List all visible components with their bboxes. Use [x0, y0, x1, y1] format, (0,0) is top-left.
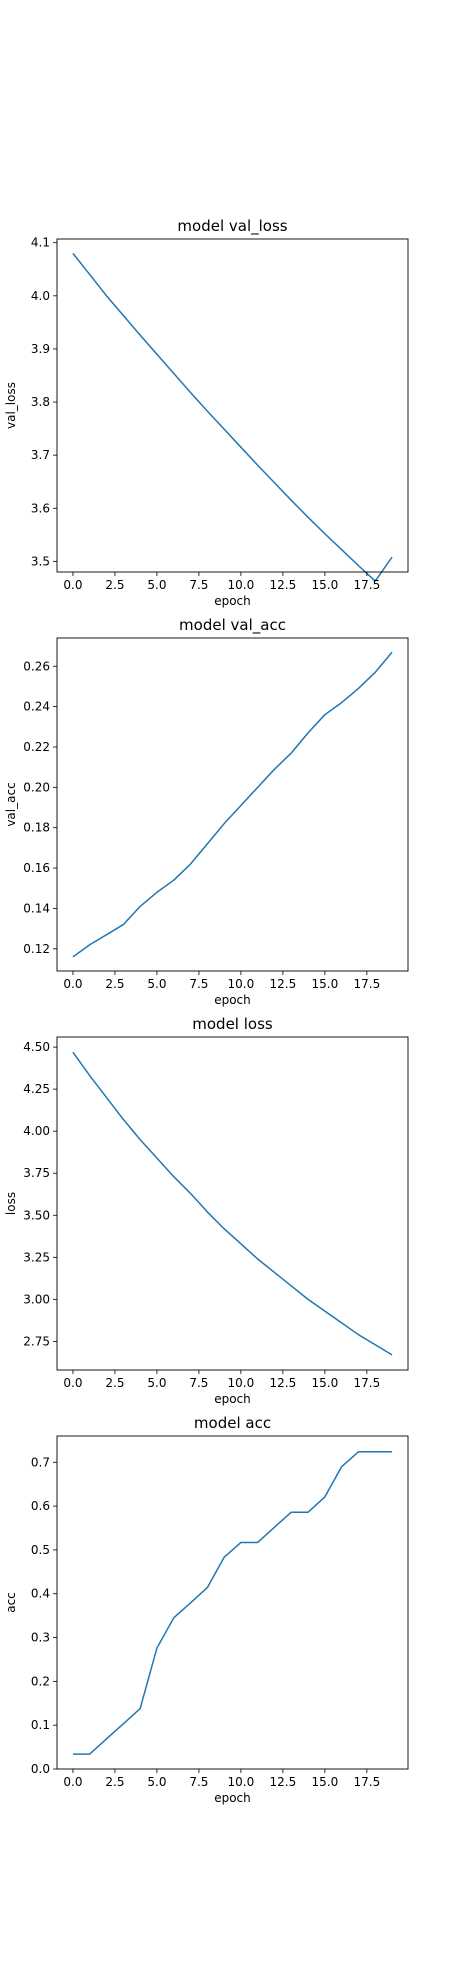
x-tick-label: 15.0 [312, 578, 339, 592]
x-axis-label: epoch [214, 993, 251, 1007]
y-axis-label: acc [4, 1592, 18, 1613]
y-tick-label: 0.0 [31, 1762, 50, 1776]
x-tick-label: 10.0 [228, 977, 255, 991]
x-tick-label: 5.0 [147, 977, 166, 991]
y-tick-label: 4.00 [23, 1124, 50, 1138]
x-axis-label: epoch [214, 594, 251, 608]
x-tick-label: 17.5 [353, 977, 380, 991]
series-line [72, 1051, 393, 1356]
x-tick-label: 15.0 [312, 1376, 339, 1390]
x-tick-label: 10.0 [228, 1376, 255, 1390]
x-tick-label: 7.5 [189, 977, 208, 991]
plot-frame [56, 1435, 409, 1770]
y-tick-label: 0.2 [31, 1674, 50, 1688]
x-tick-label: 15.0 [312, 1775, 339, 1789]
series-line [72, 1451, 393, 1755]
y-tick-label: 4.0 [31, 289, 50, 303]
y-tick-label: 0.6 [31, 1499, 50, 1513]
x-tick-label: 10.0 [228, 578, 255, 592]
y-tick-label: 0.3 [31, 1631, 50, 1645]
x-tick-label: 5.0 [147, 578, 166, 592]
x-tick-label: 2.5 [105, 578, 124, 592]
x-tick-label: 7.5 [189, 1376, 208, 1390]
x-tick-label: 0.0 [63, 977, 82, 991]
y-axis-label: loss [4, 1192, 18, 1215]
series-line [72, 252, 393, 582]
y-tick-label: 0.24 [23, 700, 50, 714]
x-axis-label: epoch [214, 1791, 251, 1805]
y-tick-label: 3.7 [31, 448, 50, 462]
x-tick-label: 0.0 [63, 1775, 82, 1789]
y-tick-label: 0.4 [31, 1587, 50, 1601]
x-tick-label: 17.5 [353, 1775, 380, 1789]
plot-frame [56, 238, 409, 573]
x-tick-label: 17.5 [353, 578, 380, 592]
plot-frame [56, 1036, 409, 1371]
chart-title: model acc [194, 1414, 271, 1432]
y-tick-label: 4.50 [23, 1040, 50, 1054]
y-tick-label: 2.75 [23, 1334, 50, 1348]
x-axis-label: epoch [214, 1392, 251, 1406]
y-tick-label: 0.7 [31, 1455, 50, 1469]
y-tick-label: 0.18 [23, 821, 50, 835]
chart-title: model val_acc [179, 616, 286, 635]
x-tick-label: 12.5 [270, 977, 297, 991]
x-tick-label: 12.5 [270, 1376, 297, 1390]
y-tick-label: 0.20 [23, 780, 50, 794]
y-tick-label: 3.50 [23, 1208, 50, 1222]
chart-title: model loss [192, 1015, 273, 1033]
y-tick-label: 3.00 [23, 1292, 50, 1306]
x-tick-label: 5.0 [147, 1775, 166, 1789]
y-tick-label: 0.12 [23, 942, 50, 956]
plot-frame [56, 637, 409, 972]
x-tick-label: 10.0 [228, 1775, 255, 1789]
x-tick-label: 15.0 [312, 977, 339, 991]
y-tick-label: 0.1 [31, 1718, 50, 1732]
y-tick-label: 0.16 [23, 861, 50, 875]
y-tick-label: 3.8 [31, 395, 50, 409]
x-tick-label: 17.5 [353, 1376, 380, 1390]
x-tick-label: 0.0 [63, 578, 82, 592]
chart-title: model val_loss [177, 217, 287, 236]
y-tick-label: 4.1 [31, 236, 50, 250]
y-tick-label: 3.25 [23, 1250, 50, 1264]
x-tick-label: 2.5 [105, 1376, 124, 1390]
x-tick-label: 5.0 [147, 1376, 166, 1390]
series-line [72, 651, 393, 958]
subplot-1: model val_loss 0.0 2.5 5.0 7.5 10.0 12.5 15.0 17… [4, 217, 409, 608]
y-tick-label: 3.6 [31, 501, 50, 515]
x-tick-label: 12.5 [270, 1775, 297, 1789]
subplot-3: model loss 0.0 2.5 5.0 7.5 10.0 12.5 15.0 17.5 2.… [4, 1015, 409, 1406]
y-tick-label: 3.75 [23, 1166, 50, 1180]
y-tick-label: 4.25 [23, 1082, 50, 1096]
y-tick-label: 3.5 [31, 554, 50, 568]
x-tick-label: 0.0 [63, 1376, 82, 1390]
x-tick-label: 12.5 [270, 578, 297, 592]
y-axis-label: val_loss [4, 382, 18, 429]
y-axis-label: val_acc [4, 782, 18, 826]
y-tick-label: 0.26 [23, 659, 50, 673]
y-tick-label: 0.5 [31, 1543, 50, 1557]
y-tick-label: 0.14 [23, 901, 50, 915]
x-tick-label: 2.5 [105, 977, 124, 991]
subplot-4: model acc 0.0 2.5 5.0 7.5 10.0 12.5 15.0 17.5 0.0… [4, 1414, 409, 1805]
x-tick-label: 7.5 [189, 578, 208, 592]
x-tick-label: 7.5 [189, 1775, 208, 1789]
y-tick-label: 0.22 [23, 740, 50, 754]
x-tick-label: 2.5 [105, 1775, 124, 1789]
subplot-2: model val_acc 0.0 2.5 5.0 7.5 10.0 12.5 15.0 17.… [4, 616, 409, 1007]
y-tick-label: 3.9 [31, 342, 50, 356]
